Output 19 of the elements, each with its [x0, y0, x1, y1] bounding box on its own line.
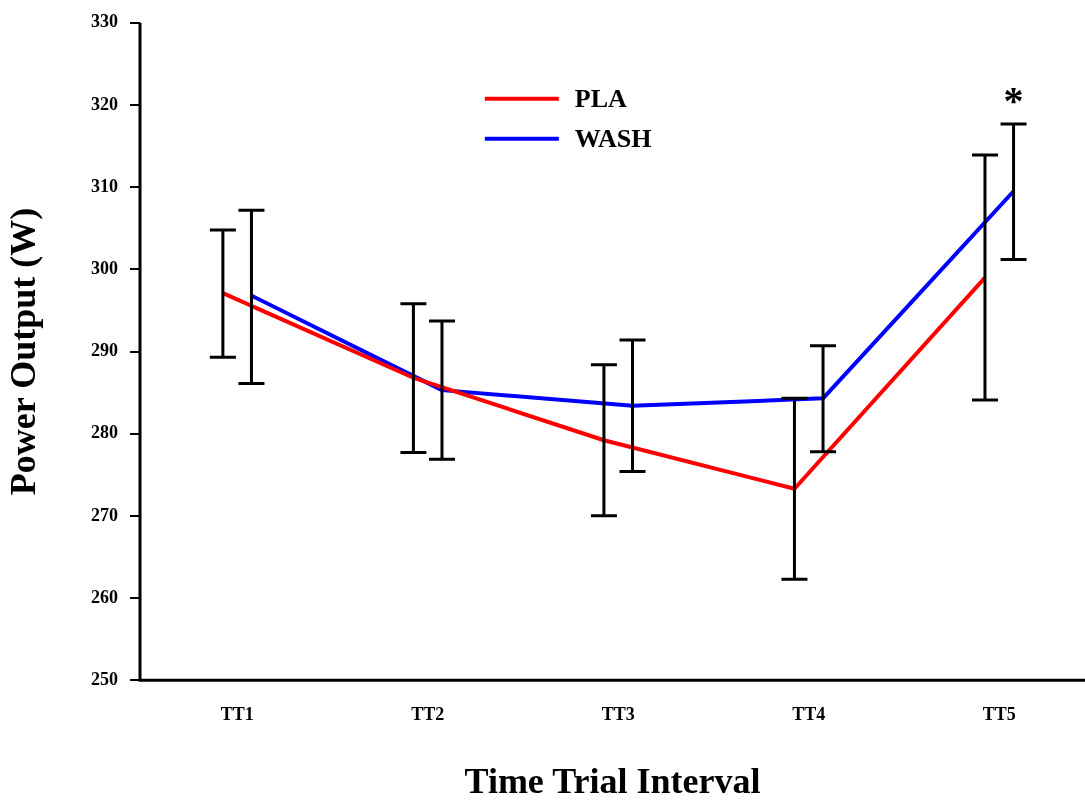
x-tick-label: TT4 [792, 703, 826, 724]
x-axis-title: Time Trial Interval [464, 760, 761, 801]
y-tick-label: 250 [91, 668, 118, 689]
x-tick-label: TT2 [411, 703, 445, 724]
y-tick-label: 270 [91, 504, 118, 525]
y-tick-label: 260 [91, 586, 118, 607]
legend-label: WASH [574, 123, 652, 153]
annotation: * [1003, 78, 1024, 124]
y-tick-label: 320 [91, 93, 118, 114]
y-tick-label: 330 [91, 11, 118, 32]
x-tick-label: TT1 [220, 703, 254, 724]
x-tick-label: TT5 [982, 703, 1016, 724]
legend-label: PLA [574, 83, 628, 113]
y-axis-title: Power Output (W) [2, 207, 43, 496]
y-tick-label: 280 [91, 422, 118, 443]
x-tick-label: TT3 [601, 703, 635, 724]
y-tick-label: 310 [91, 175, 118, 196]
y-tick-label: 290 [91, 340, 118, 361]
y-tick-label: 300 [91, 257, 118, 278]
